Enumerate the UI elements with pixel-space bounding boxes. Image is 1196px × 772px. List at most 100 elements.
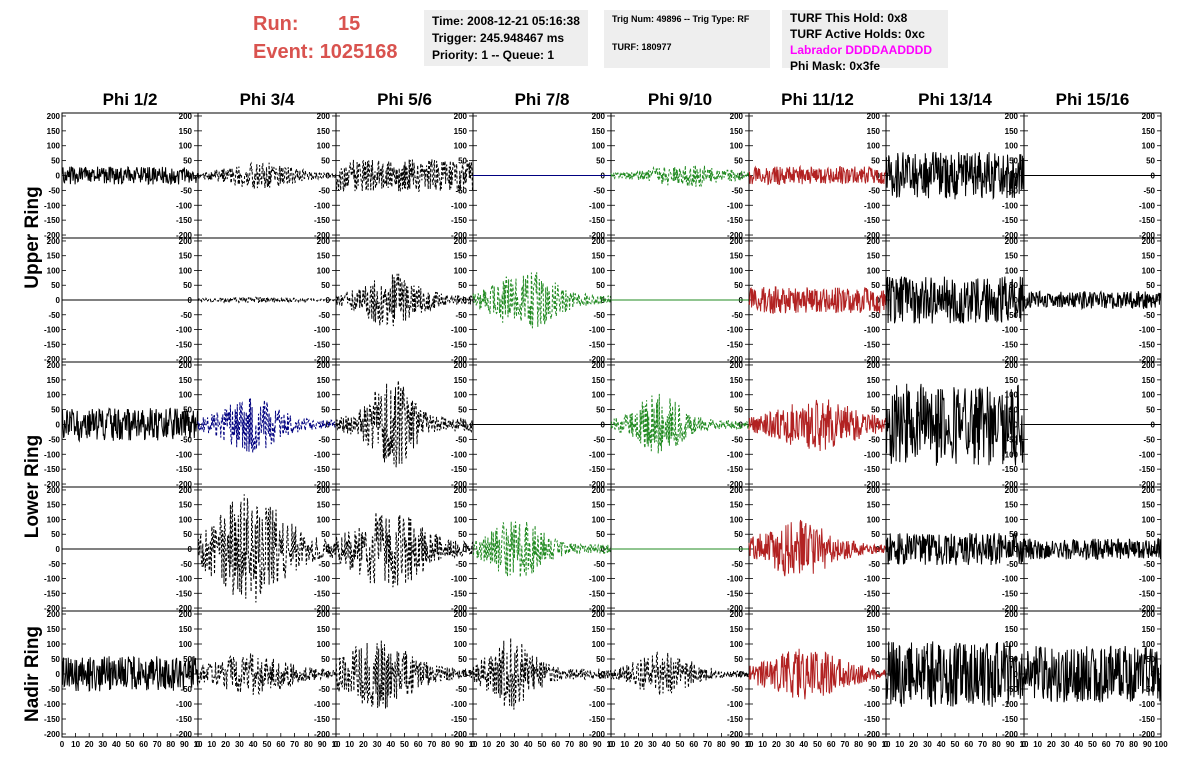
y-tick-label: -150	[1139, 340, 1156, 349]
x-tick-label: 70	[290, 740, 299, 749]
y-tick-label: -100	[314, 201, 331, 210]
y-tick-label: -150	[727, 589, 744, 598]
waveform-line	[61, 166, 199, 186]
y-tick-label: -150	[727, 715, 744, 724]
y-tick-label: -150	[1002, 340, 1019, 349]
y-tick-label: 0	[56, 421, 61, 430]
y-tick-label: -50	[868, 186, 880, 195]
x-tick-label: 60	[689, 740, 698, 749]
y-tick-label: 100	[317, 640, 331, 649]
y-tick-label: -50	[180, 186, 192, 195]
x-tick-label: 60	[276, 740, 285, 749]
x-tick-label: 20	[772, 740, 781, 749]
y-tick-label: 150	[454, 501, 468, 510]
y-tick-label: -50	[1143, 311, 1155, 320]
x-tick-label: 40	[386, 740, 395, 749]
x-tick-label: 70	[565, 740, 574, 749]
y-tick-label: 100	[1005, 640, 1019, 649]
y-tick-label: 200	[47, 486, 61, 495]
x-tick-label: 60	[551, 740, 560, 749]
y-tick-label: -150	[1002, 216, 1019, 225]
y-tick-label: -200	[451, 231, 468, 240]
y-tick-label: -100	[1139, 575, 1156, 584]
y-tick-label: -100	[176, 450, 193, 459]
y-tick-label: -150	[451, 465, 468, 474]
y-tick-label: -50	[1143, 560, 1155, 569]
y-tick-label: 50	[51, 655, 60, 664]
waveform-line	[748, 164, 887, 186]
x-tick-label: 60	[414, 740, 423, 749]
y-tick-label: 50	[321, 530, 330, 539]
y-tick-label: -100	[44, 201, 61, 210]
event-label: Event:	[253, 41, 315, 63]
y-tick-label: 50	[734, 281, 743, 290]
y-tick-label: -50	[455, 560, 467, 569]
y-tick-label: 150	[454, 625, 468, 634]
y-tick-label: -100	[451, 326, 468, 335]
y-tick-label: -200	[727, 604, 744, 613]
x-tick-label: 80	[441, 740, 450, 749]
x-tick-label: 40	[799, 740, 808, 749]
y-tick-label: 50	[734, 157, 743, 166]
y-tick-label: 150	[179, 127, 193, 136]
x-tick-label: 50	[126, 740, 135, 749]
x-tick-label: 40	[1074, 740, 1083, 749]
x-tick-label: 10	[882, 740, 891, 749]
y-tick-label: -200	[864, 604, 881, 613]
x-tick-label: 70	[153, 740, 162, 749]
y-tick-label: 200	[47, 610, 61, 619]
y-tick-label: -50	[731, 685, 743, 694]
y-tick-label: 100	[47, 640, 61, 649]
y-tick-label: 100	[1142, 515, 1156, 524]
x-tick-label: 20	[221, 740, 230, 749]
y-tick-label: -200	[451, 480, 468, 489]
y-tick-label: 200	[47, 361, 61, 370]
waveform-line	[335, 512, 474, 588]
y-tick-label: 100	[592, 142, 606, 151]
y-tick-label: -100	[44, 326, 61, 335]
x-tick-label: 50	[676, 740, 685, 749]
y-tick-label: 50	[871, 157, 880, 166]
y-tick-label: 200	[179, 237, 193, 246]
y-tick-label: 0	[463, 545, 468, 554]
waveform-line	[748, 519, 887, 577]
y-tick-label: 150	[317, 376, 331, 385]
y-tick-label: 150	[47, 376, 61, 385]
y-tick-label: -200	[44, 355, 61, 364]
x-tick-label: 10	[895, 740, 904, 749]
y-tick-label: -100	[44, 450, 61, 459]
y-tick-label: -150	[1139, 715, 1156, 724]
y-tick-label: 200	[1005, 237, 1019, 246]
y-tick-label: 100	[867, 266, 881, 275]
y-tick-label: -200	[864, 480, 881, 489]
y-tick-label: 50	[1146, 530, 1155, 539]
y-tick-label: 100	[454, 640, 468, 649]
y-tick-label: 200	[1005, 361, 1019, 370]
y-tick-label: 50	[596, 655, 605, 664]
y-tick-label: -200	[176, 355, 193, 364]
y-tick-label: -200	[1139, 604, 1156, 613]
y-tick-label: 0	[739, 670, 744, 679]
column-header: Phi 7/8	[515, 90, 570, 109]
y-tick-label: 150	[867, 127, 881, 136]
x-tick-label: 70	[1115, 740, 1124, 749]
y-tick-label: -50	[318, 311, 330, 320]
y-tick-label: 100	[592, 391, 606, 400]
y-tick-label: 100	[1142, 266, 1156, 275]
y-tick-label: -200	[44, 604, 61, 613]
y-tick-label: 150	[317, 252, 331, 261]
x-tick-label: 40	[112, 740, 121, 749]
y-tick-label: -150	[44, 589, 61, 598]
y-tick-label: 150	[47, 127, 61, 136]
y-tick-label: 150	[1005, 127, 1019, 136]
waveform-line	[610, 651, 750, 696]
x-tick-label: 80	[166, 740, 175, 749]
row-header: Nadir Ring	[22, 626, 43, 722]
y-tick-label: 200	[1142, 361, 1156, 370]
x-tick-label: 0	[884, 740, 889, 749]
waveform-line	[885, 383, 1025, 466]
y-tick-label: -50	[868, 685, 880, 694]
y-tick-label: 0	[601, 670, 606, 679]
y-tick-label: 200	[867, 112, 881, 121]
